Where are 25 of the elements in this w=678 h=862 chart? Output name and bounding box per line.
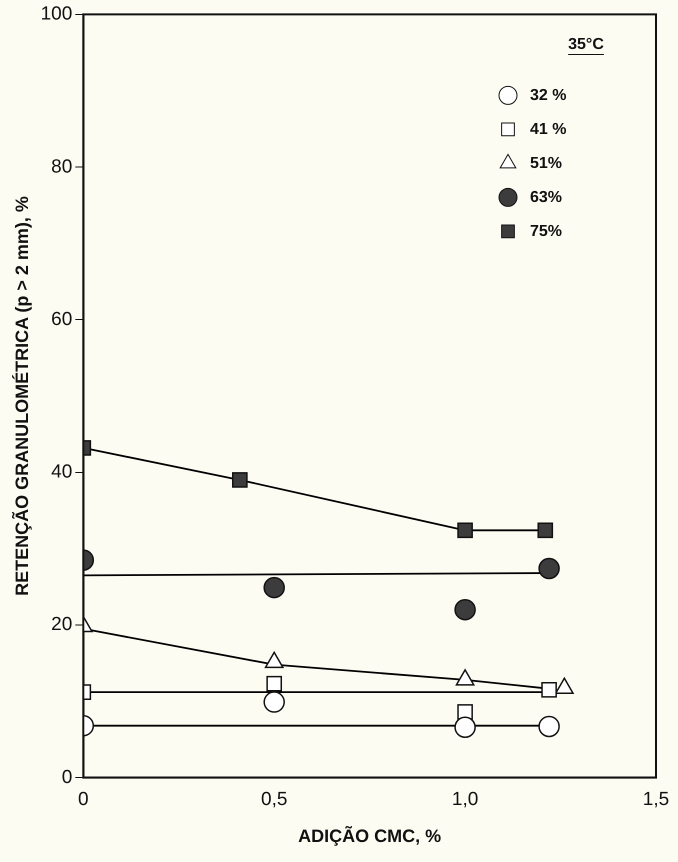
y-tick-label: 60	[51, 308, 72, 330]
point	[457, 522, 473, 538]
legend-title: 35°C	[567, 36, 605, 54]
point	[541, 682, 557, 698]
y-axis-title: RETENÇÃO GRANULOMÉTRICA (p > 2 mm), %	[10, 196, 32, 596]
x-axis-title: ADIÇÃO CMC, %	[298, 825, 442, 846]
y-tick-label: 100	[40, 4, 72, 25]
legend-label: 63%	[530, 188, 562, 206]
point	[537, 522, 554, 538]
y-tick-label: 80	[51, 156, 72, 178]
point	[538, 558, 560, 580]
x-tick-label: 0,5	[260, 789, 288, 810]
y-tick-label: 0	[62, 766, 72, 788]
y-tick-label: 20	[51, 614, 72, 636]
x-tick-label: 0	[78, 789, 89, 810]
point	[454, 598, 476, 620]
legend-label: 75%	[530, 222, 562, 240]
x-tick-label: 1,0	[452, 789, 478, 810]
legend-label: 41 %	[530, 120, 566, 138]
x-tick-label: 1,5	[642, 789, 670, 810]
point	[538, 716, 560, 738]
legend-label: 32 %	[530, 86, 566, 104]
legend-label: 51%	[530, 154, 562, 172]
y-tick-label: 40	[51, 462, 72, 483]
point	[454, 716, 476, 738]
